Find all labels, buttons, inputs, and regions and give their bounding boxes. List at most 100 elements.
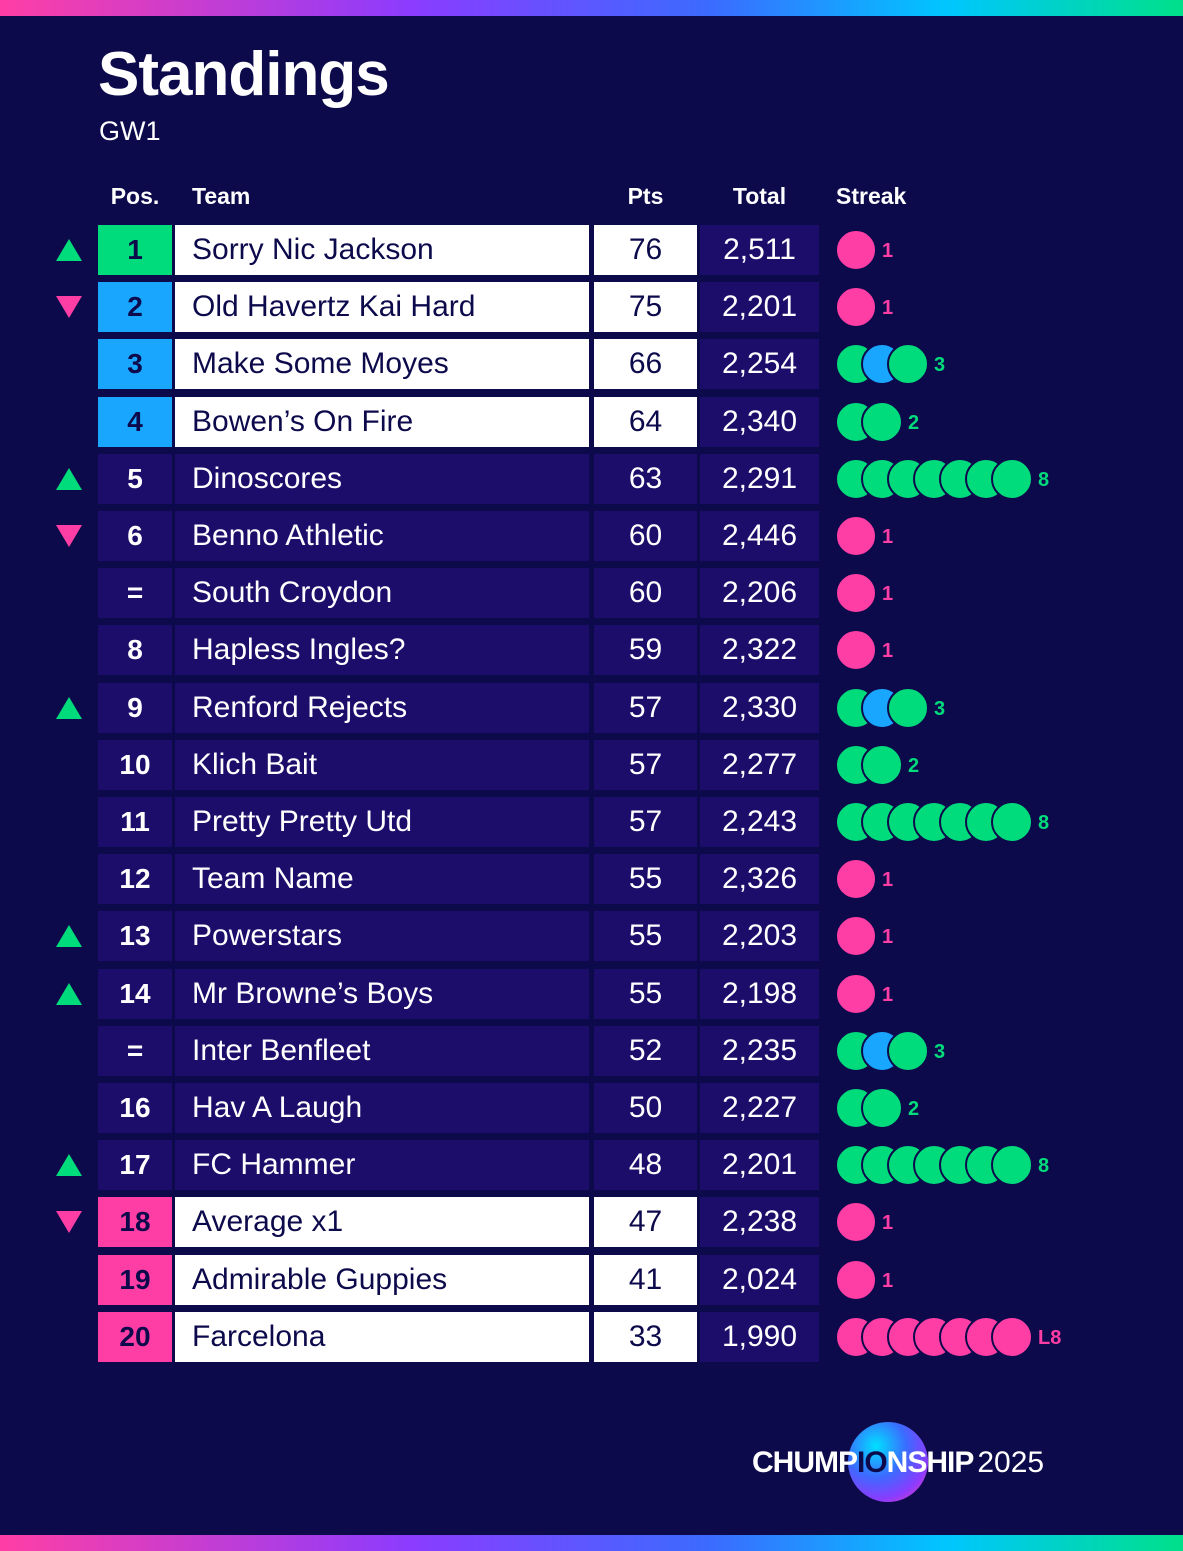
streak-dot	[861, 745, 903, 785]
table-row: 19 Admirable Guppies 41 2,024 1	[0, 1255, 1183, 1305]
total-cell: 2,203	[700, 911, 819, 961]
position-cell: 9	[98, 683, 172, 733]
streak-indicator: L8	[836, 1317, 1061, 1357]
arrow-down-icon	[56, 525, 82, 547]
table-row: 17 FC Hammer 48 2,201 8	[0, 1140, 1183, 1190]
position-cell: 3	[98, 339, 172, 389]
arrow-up-icon	[56, 983, 82, 1005]
header-streak: Streak	[836, 183, 907, 209]
streak-count: 1	[882, 926, 893, 948]
points-cell: 50	[594, 1083, 697, 1133]
gameweek-label: GW1	[99, 116, 161, 146]
points-cell: 59	[594, 625, 697, 675]
table-row: 9 Renford Rejects 57 2,330 3	[0, 683, 1183, 733]
position-cell: 16	[98, 1083, 172, 1133]
position-cell: =	[98, 1026, 172, 1076]
team-name: Benno Athletic	[175, 511, 589, 561]
position-cell: 8	[98, 625, 172, 675]
streak-dot	[861, 1088, 903, 1128]
points-cell: 75	[594, 282, 697, 332]
streak-indicator: 1	[836, 974, 893, 1014]
streak-dot	[836, 974, 877, 1014]
table-row: 18 Average x1 47 2,238 1	[0, 1197, 1183, 1247]
points-cell: 55	[594, 854, 697, 904]
streak-indicator: 3	[836, 1031, 945, 1071]
total-cell: 2,291	[700, 454, 819, 504]
table-row: = Inter Benfleet 52 2,235 3	[0, 1026, 1183, 1076]
streak-dot	[991, 459, 1033, 499]
arrow-up-icon	[56, 697, 82, 719]
streak-dot	[991, 1317, 1033, 1357]
total-cell: 2,201	[700, 1140, 819, 1190]
streak-indicator: 2	[836, 402, 919, 442]
table-row: 14 Mr Browne’s Boys 55 2,198 1	[0, 969, 1183, 1019]
points-cell: 52	[594, 1026, 697, 1076]
streak-indicator: 8	[836, 802, 1049, 842]
streak-indicator: 1	[836, 287, 893, 327]
points-cell: 76	[594, 225, 697, 275]
streak-indicator: 1	[836, 630, 893, 670]
streak-indicator: 1	[836, 573, 893, 613]
table-row: 20 Farcelona 33 1,990 L8	[0, 1312, 1183, 1362]
points-cell: 41	[594, 1255, 697, 1305]
position-cell: 17	[98, 1140, 172, 1190]
team-name: Sorry Nic Jackson	[175, 225, 589, 275]
total-cell: 2,326	[700, 854, 819, 904]
team-name: Average x1	[175, 1197, 589, 1247]
streak-count: L8	[1038, 1327, 1061, 1349]
streak-dot	[991, 802, 1033, 842]
streak-count: 8	[1038, 812, 1049, 834]
streak-dot	[836, 1202, 877, 1242]
total-cell: 2,227	[700, 1083, 819, 1133]
points-cell: 57	[594, 797, 697, 847]
streak-dot	[836, 287, 877, 327]
table-row: 8 Hapless Ingles? 59 2,322 1	[0, 625, 1183, 675]
total-cell: 2,511	[700, 225, 819, 275]
total-cell: 2,238	[700, 1197, 819, 1247]
total-cell: 2,254	[700, 339, 819, 389]
top-gradient-bar	[0, 0, 1183, 16]
header-total: Total	[732, 183, 787, 209]
team-name: Hapless Ingles?	[175, 625, 589, 675]
streak-indicator: 8	[836, 1145, 1049, 1185]
team-name: Old Havertz Kai Hard	[175, 282, 589, 332]
streak-indicator: 1	[836, 516, 893, 556]
total-cell: 2,024	[700, 1255, 819, 1305]
streak-dot	[887, 1031, 929, 1071]
streak-count: 1	[882, 526, 893, 548]
table-row: 1 Sorry Nic Jackson 76 2,511 1	[0, 225, 1183, 275]
streak-indicator: 8	[836, 459, 1049, 499]
streak-dot	[836, 573, 877, 613]
arrow-up-icon	[56, 1154, 82, 1176]
points-cell: 47	[594, 1197, 697, 1247]
position-cell: 11	[98, 797, 172, 847]
streak-indicator: 1	[836, 916, 893, 956]
streak-count: 1	[882, 869, 893, 891]
streak-indicator: 1	[836, 1202, 893, 1242]
streak-dot	[836, 630, 877, 670]
streak-indicator: 2	[836, 745, 919, 785]
points-cell: 57	[594, 683, 697, 733]
table-row: 5 Dinoscores 63 2,291 8	[0, 454, 1183, 504]
streak-indicator: 2	[836, 1088, 919, 1128]
streak-count: 3	[934, 354, 945, 376]
header-pts: Pts	[627, 183, 664, 209]
team-name: Powerstars	[175, 911, 589, 961]
total-cell: 2,235	[700, 1026, 819, 1076]
total-cell: 2,277	[700, 740, 819, 790]
team-name: Farcelona	[175, 1312, 589, 1362]
streak-count: 3	[934, 698, 945, 720]
streak-count: 1	[882, 640, 893, 662]
arrow-up-icon	[56, 925, 82, 947]
team-name: Inter Benfleet	[175, 1026, 589, 1076]
points-cell: 63	[594, 454, 697, 504]
position-cell: 13	[98, 911, 172, 961]
total-cell: 2,322	[700, 625, 819, 675]
streak-count: 1	[882, 1212, 893, 1234]
streak-count: 8	[1038, 469, 1049, 491]
streak-count: 3	[934, 1041, 945, 1063]
team-name: South Croydon	[175, 568, 589, 618]
header-pos: Pos.	[110, 183, 160, 209]
team-name: Mr Browne’s Boys	[175, 969, 589, 1019]
streak-dot	[836, 859, 877, 899]
